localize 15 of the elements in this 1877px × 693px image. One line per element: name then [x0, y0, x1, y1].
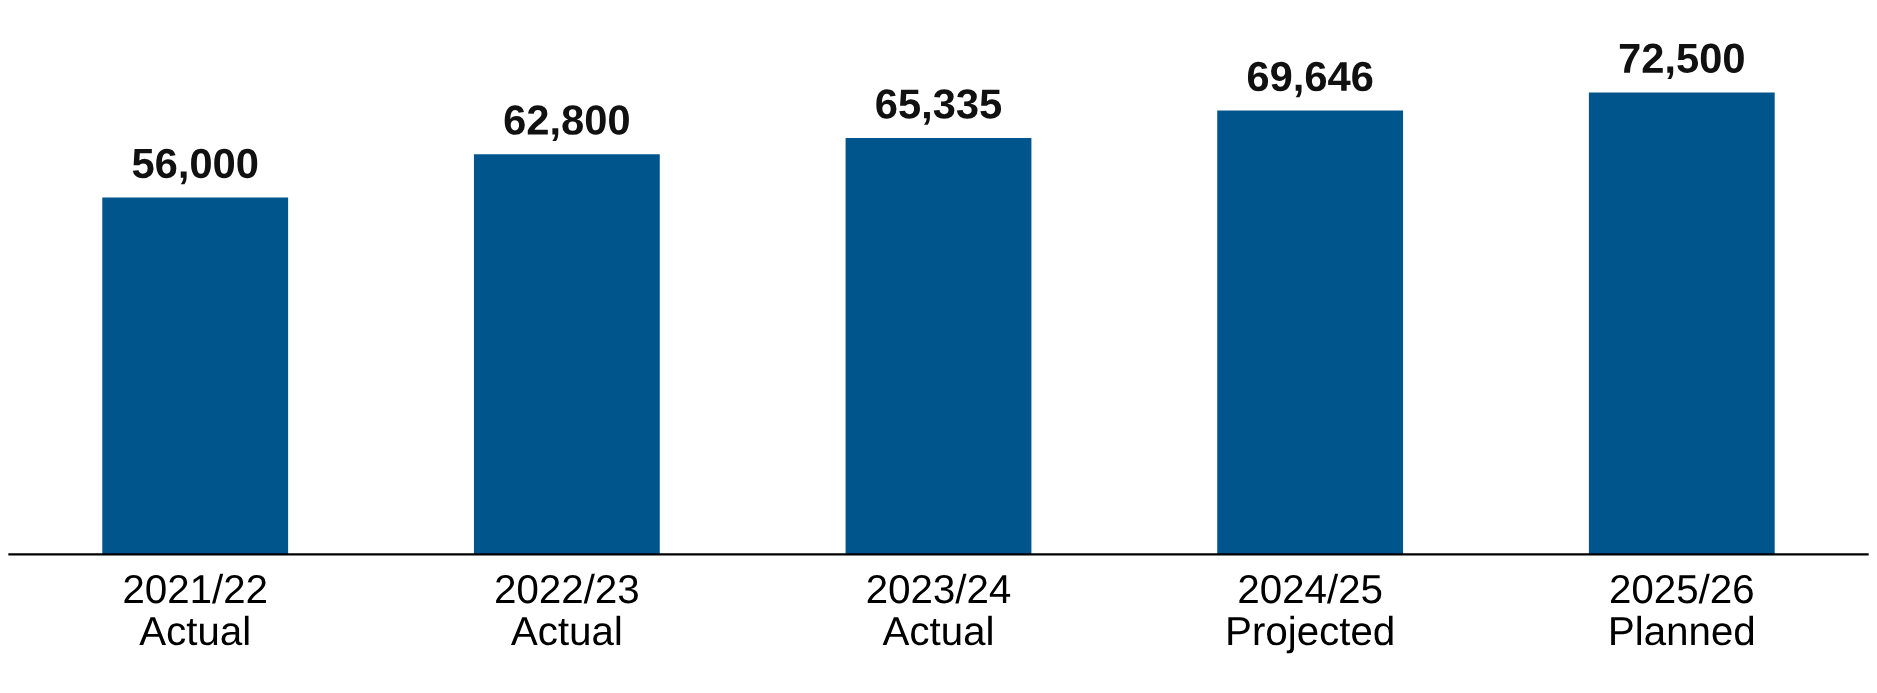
bar [102, 197, 289, 555]
bar [1217, 110, 1404, 555]
bar [845, 138, 1032, 555]
bar [473, 154, 660, 555]
bar [1588, 92, 1775, 555]
data-label: 62,800 [504, 105, 629, 141]
x-tick-label: 2021/22 Actual [124, 573, 266, 646]
data-label: 56,000 [132, 148, 258, 185]
x-tick-label: 2025/26 Planned [1611, 573, 1754, 646]
data-label: 65,335 [876, 89, 1002, 125]
data-label: 69,646 [1247, 61, 1373, 98]
x-tick-label: 2024/25 Projected [1228, 573, 1393, 654]
data-label: 72,500 [1619, 43, 1744, 80]
x-tick-label: 2022/23 Actual [496, 573, 638, 646]
x-tick-label: 2023/24 Actual [867, 573, 1011, 646]
